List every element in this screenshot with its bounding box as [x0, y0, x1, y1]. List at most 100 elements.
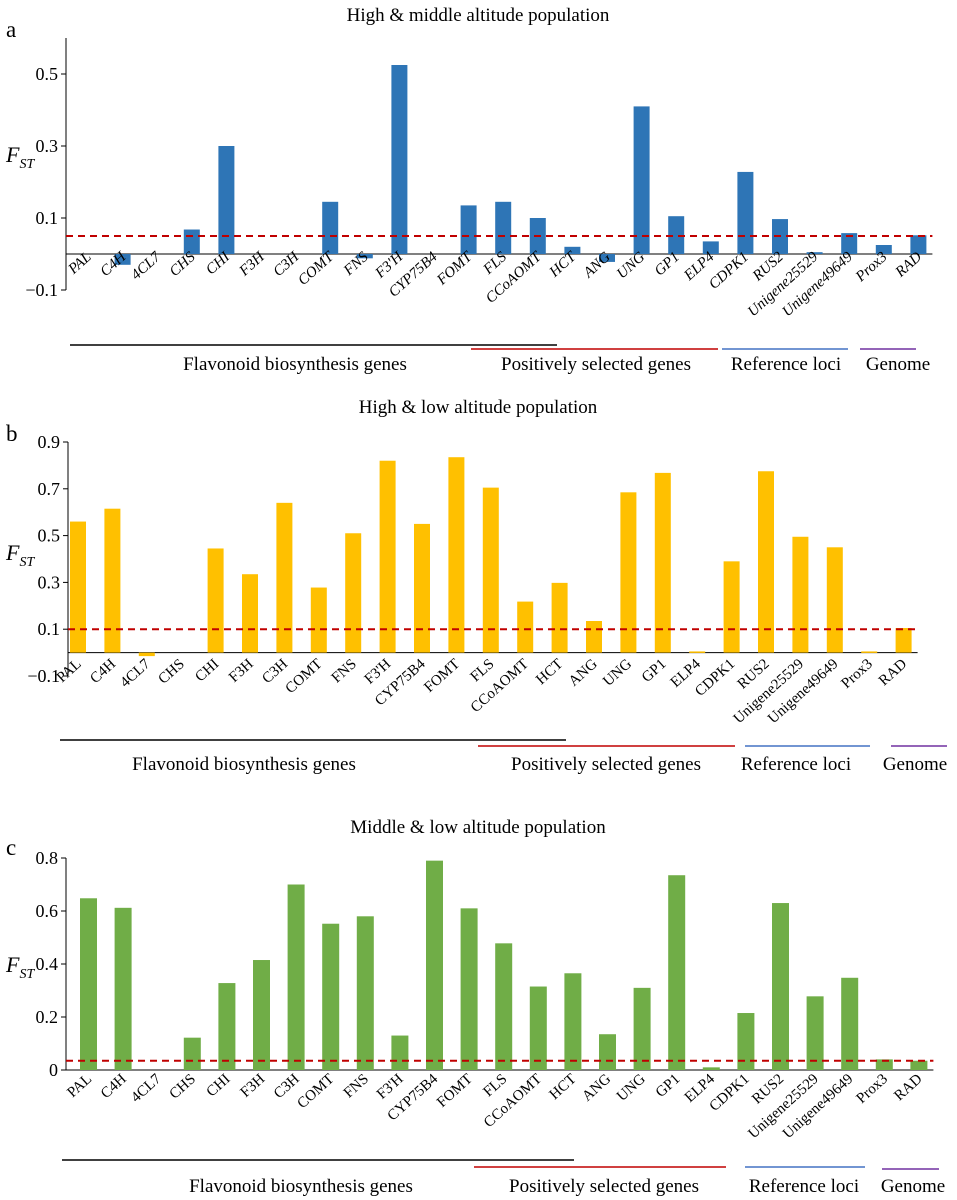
bar-c4h: [104, 508, 121, 653]
bar-unigene49649: [841, 977, 859, 1070]
y-tick-label: 0.3: [36, 136, 59, 156]
panel-b: High & low altitude population b FST −0.1 0.…: [5, 397, 947, 775]
bar-elp4: [689, 651, 706, 653]
x-tick-label: CHS: [167, 1071, 199, 1102]
bar-comt: [310, 587, 327, 653]
x-tick-label: ANG: [579, 1071, 614, 1105]
group-label-0: Flavonoid biosynthesis genes: [183, 354, 407, 375]
bar-4cl7: [138, 652, 155, 657]
x-tick-label: FNS: [329, 656, 360, 686]
bar-gp1: [654, 472, 671, 653]
y-axis-label-sub: ST: [19, 555, 35, 570]
bar-prox3: [875, 1059, 893, 1070]
x-tick-label: CHI: [192, 656, 222, 685]
bar-rus2: [758, 471, 774, 653]
group-label-3: Genome: [881, 1176, 945, 1197]
bar-rad: [910, 235, 927, 254]
x-tick-label: GP1: [639, 656, 670, 686]
y-tick-label: 0.6: [36, 901, 59, 921]
y-tick-label: 0.5: [38, 526, 61, 546]
x-tick-label: CHS: [155, 656, 187, 687]
x-tick-label: 4CL7: [128, 1071, 164, 1106]
x-tick-label: CDPK1: [707, 1071, 753, 1115]
x-tick-label: UNG: [600, 656, 635, 690]
y-tick-label: −0.1: [27, 666, 60, 686]
x-tick-label: FOMT: [421, 656, 463, 696]
x-tick-label: RAD: [876, 656, 910, 689]
x-tick-label: 4CL7: [117, 656, 153, 691]
bar-chi: [218, 146, 235, 254]
bar-chi: [218, 983, 236, 1070]
x-tick-label: Prox3: [854, 1071, 891, 1107]
group-label-3: Genome: [883, 754, 947, 775]
bar-hct: [551, 582, 568, 653]
bar-fls: [482, 487, 499, 653]
bar-ung: [620, 492, 637, 653]
bar-hct: [564, 973, 582, 1070]
bar-fomt: [460, 205, 477, 254]
bar-f3h: [253, 960, 270, 1070]
bar-comt: [322, 201, 339, 254]
panel-letter: a: [6, 17, 16, 42]
y-tick-label: 0: [49, 1060, 58, 1080]
bar-hct: [564, 246, 581, 254]
chart-title: High & low altitude population: [359, 397, 598, 418]
bar-fns: [356, 916, 374, 1070]
x-tick-label: C4H: [87, 656, 119, 687]
y-axis-label-main: F: [5, 142, 20, 167]
y-tick-label: 0.4: [36, 954, 59, 974]
bar-gp1: [668, 875, 686, 1070]
bar-f3h: [242, 574, 258, 653]
bar-c3h: [287, 884, 305, 1070]
bar-cyp75b4: [426, 860, 443, 1070]
group-label-0: Flavonoid biosynthesis genes: [132, 754, 356, 775]
bar-elp4: [702, 241, 719, 254]
bar-pal: [80, 898, 97, 1070]
bar-f3-h: [379, 460, 396, 653]
bar-ang: [599, 1034, 616, 1070]
y-tick-label: 0.9: [38, 432, 61, 452]
x-tick-label: HCT: [547, 1071, 580, 1103]
bar-elp4: [702, 1067, 720, 1070]
y-tick-label: 0.3: [38, 572, 61, 592]
group-label-3: Genome: [866, 354, 930, 375]
bar-ung: [633, 987, 651, 1070]
panel-a: High & middle altitude population a FST −0.…: [5, 5, 933, 375]
bar-ccoaomt: [517, 601, 534, 653]
y-axis-label-sub: ST: [19, 967, 35, 982]
x-tick-label: Prox3: [852, 249, 890, 286]
bar-unigene25529: [806, 252, 823, 254]
group-label-2: Reference loci: [749, 1176, 859, 1197]
x-tick-label: C4H: [98, 1071, 130, 1102]
group-label-0: Flavonoid biosynthesis genes: [189, 1176, 413, 1197]
x-tick-label: ANG: [566, 656, 601, 690]
bar-ung: [633, 106, 650, 255]
bar-unigene25529: [806, 996, 824, 1070]
y-tick-label: 0.7: [38, 479, 61, 499]
chart-title: Middle & low altitude population: [350, 817, 606, 838]
x-tick-label: RAD: [891, 1071, 925, 1104]
panel-letter: c: [6, 835, 16, 860]
x-tick-label: F3H: [238, 1071, 269, 1101]
bar-pal: [70, 521, 86, 653]
chart-title: High & middle altitude population: [347, 5, 610, 26]
y-tick-label: 0.2: [36, 1007, 59, 1027]
bar-rus2: [772, 903, 789, 1070]
x-tick-label: 4CL7: [128, 248, 165, 283]
y-tick-label: 0.1: [38, 619, 61, 639]
bar-fls: [495, 943, 513, 1070]
x-tick-label: CHI: [204, 1071, 234, 1100]
x-tick-label: COMT: [294, 1071, 337, 1112]
y-tick-label: 0.5: [36, 64, 59, 84]
bar-f3-h: [391, 1035, 409, 1070]
bar-chs: [183, 1037, 201, 1070]
y-axis-label: FST: [5, 952, 35, 982]
x-tick-label: F3H: [236, 248, 269, 280]
y-axis-label: FST: [5, 142, 35, 172]
panel-c: Middle & low altitude population c FST 0 0.2…: [5, 817, 945, 1197]
bar-fns: [345, 533, 362, 653]
x-tick-label: UNG: [614, 1071, 649, 1105]
y-axis-label-sub: ST: [19, 157, 35, 172]
bar-c4h: [114, 907, 132, 1070]
bar-prox3: [875, 245, 892, 254]
